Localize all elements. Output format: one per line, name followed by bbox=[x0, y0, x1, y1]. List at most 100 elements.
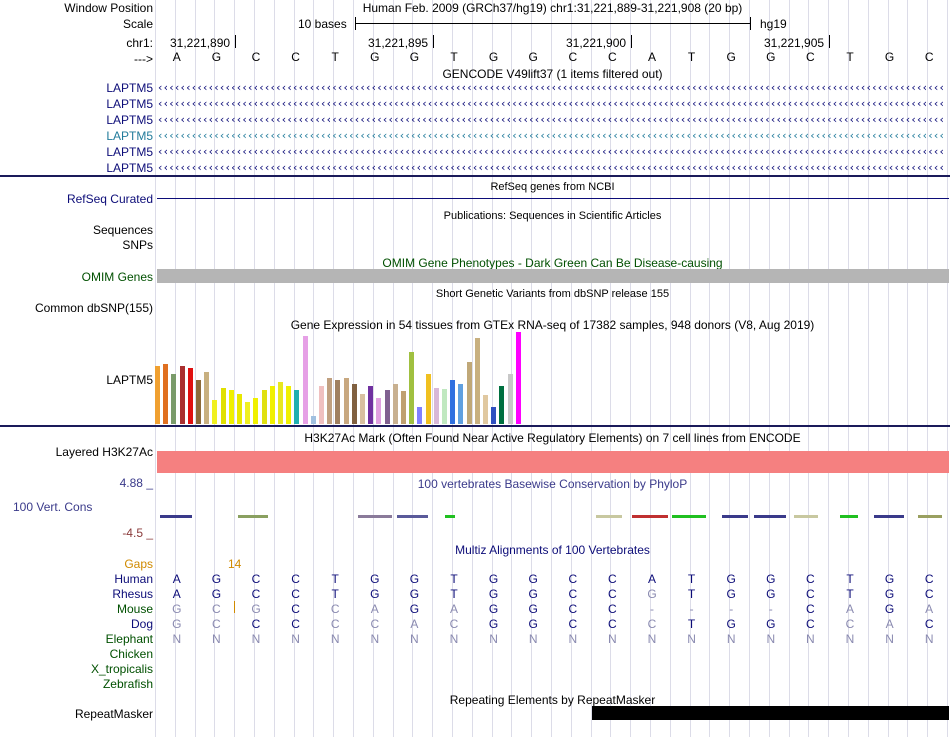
gtex-tissue-bar[interactable] bbox=[491, 407, 497, 424]
phylop-score-mark[interactable] bbox=[445, 515, 455, 518]
gtex-tissue-bar[interactable] bbox=[442, 389, 447, 424]
gtex-tissue-bar[interactable] bbox=[163, 364, 169, 424]
h3k27ac-signal[interactable] bbox=[157, 451, 949, 473]
phylop-score-mark[interactable] bbox=[160, 515, 192, 518]
gtex-tissue-bar[interactable] bbox=[392, 384, 398, 424]
gtex-tissue-bar[interactable] bbox=[310, 416, 316, 424]
species-label[interactable]: Chicken bbox=[109, 647, 153, 661]
species-label[interactable]: Dog bbox=[130, 617, 153, 631]
species-label[interactable]: Rhesus bbox=[112, 587, 153, 601]
gencode-transcript-line[interactable]: ‹‹‹‹‹‹‹‹‹‹‹‹‹‹‹‹‹‹‹‹‹‹‹‹‹‹‹‹‹‹‹‹‹‹‹‹‹‹‹‹… bbox=[157, 130, 945, 142]
gtex-tissue-bar[interactable] bbox=[450, 380, 456, 424]
gtex-gene-label[interactable]: LAPTM5 bbox=[106, 373, 153, 387]
h3k27ac-label[interactable]: Layered H3K27Ac bbox=[55, 445, 153, 459]
gencode-transcript-label[interactable]: LAPTM5 bbox=[106, 145, 153, 159]
phylop-score-mark[interactable] bbox=[632, 515, 668, 518]
phylop-score-mark[interactable] bbox=[672, 515, 706, 518]
phylop-score-mark[interactable] bbox=[754, 515, 786, 518]
gtex-tissue-bar[interactable] bbox=[302, 336, 308, 424]
gtex-tissue-bar[interactable] bbox=[237, 394, 242, 424]
refseq-label[interactable]: RefSeq Curated bbox=[66, 192, 153, 206]
aligned-base: G bbox=[488, 617, 499, 631]
species-label[interactable]: Mouse bbox=[116, 602, 153, 616]
gtex-tissue-bar[interactable] bbox=[507, 374, 513, 424]
scale-bar-right-tick bbox=[750, 17, 751, 30]
species-label[interactable]: Zebrafish bbox=[102, 677, 153, 691]
gtex-tissue-bar[interactable] bbox=[368, 386, 374, 424]
gtex-tissue-bar[interactable] bbox=[286, 386, 292, 424]
repeatmasker-label[interactable]: RepeatMasker bbox=[74, 707, 153, 721]
gencode-transcript-label[interactable]: LAPTM5 bbox=[106, 129, 153, 143]
gencode-transcript-label[interactable]: LAPTM5 bbox=[106, 161, 153, 175]
gtex-tissue-bar[interactable] bbox=[483, 395, 488, 424]
gtex-tissue-bar[interactable] bbox=[417, 407, 423, 424]
gtex-tissue-bar[interactable] bbox=[433, 388, 439, 424]
repeatmasker-element[interactable] bbox=[592, 706, 949, 720]
omim-label[interactable]: OMIM Genes bbox=[81, 270, 153, 284]
gtex-tissue-bar[interactable] bbox=[425, 374, 431, 424]
gtex-tissue-bar[interactable] bbox=[499, 386, 505, 424]
gridline bbox=[590, 0, 592, 737]
gtex-bar-chart[interactable] bbox=[155, 332, 555, 424]
gtex-tissue-bar[interactable] bbox=[351, 384, 357, 424]
aligned-base: G bbox=[409, 602, 420, 616]
gtex-tissue-bar[interactable] bbox=[261, 390, 267, 424]
gtex-tissue-bar[interactable] bbox=[278, 382, 283, 424]
gtex-tissue-bar[interactable] bbox=[155, 366, 160, 424]
gencode-transcript-label[interactable]: LAPTM5 bbox=[106, 81, 153, 95]
gtex-tissue-bar[interactable] bbox=[466, 362, 472, 424]
phylop-score-mark[interactable] bbox=[238, 515, 268, 518]
gtex-tissue-bar[interactable] bbox=[204, 372, 210, 424]
publications-sequences-label[interactable]: Sequences bbox=[92, 223, 153, 237]
gencode-transcript-label[interactable]: LAPTM5 bbox=[106, 97, 153, 111]
phylop-score-mark[interactable] bbox=[840, 515, 858, 518]
gtex-tissue-bar[interactable] bbox=[343, 378, 349, 424]
phylop-score-mark[interactable] bbox=[358, 515, 392, 518]
gtex-tissue-bar[interactable] bbox=[269, 386, 275, 424]
publications-snps-label[interactable]: SNPs bbox=[122, 238, 153, 252]
gtex-tissue-bar[interactable] bbox=[360, 394, 365, 424]
gtex-tissue-bar[interactable] bbox=[458, 384, 464, 424]
gtex-tissue-bar[interactable] bbox=[515, 332, 521, 424]
phylop-score-mark[interactable] bbox=[397, 515, 428, 518]
gtex-tissue-bar[interactable] bbox=[196, 380, 201, 424]
gencode-transcript-line[interactable]: ‹‹‹‹‹‹‹‹‹‹‹‹‹‹‹‹‹‹‹‹‹‹‹‹‹‹‹‹‹‹‹‹‹‹‹‹‹‹‹‹… bbox=[157, 98, 945, 110]
aligned-base: C bbox=[806, 587, 815, 601]
phylop-score-mark[interactable] bbox=[722, 515, 748, 518]
gtex-tissue-bar[interactable] bbox=[327, 378, 333, 424]
phylop-label[interactable]: 100 Vert. Cons bbox=[13, 500, 93, 514]
gtex-tissue-bar[interactable] bbox=[294, 390, 300, 424]
omim-gene-bar[interactable] bbox=[157, 269, 949, 283]
gtex-tissue-bar[interactable] bbox=[179, 366, 185, 424]
gtex-tissue-bar[interactable] bbox=[171, 374, 177, 424]
gtex-tissue-bar[interactable] bbox=[319, 386, 324, 424]
gtex-tissue-bar[interactable] bbox=[228, 390, 234, 424]
species-label[interactable]: Elephant bbox=[105, 632, 153, 646]
gtex-tissue-bar[interactable] bbox=[220, 388, 226, 424]
gencode-transcript-line[interactable]: ‹‹‹‹‹‹‹‹‹‹‹‹‹‹‹‹‹‹‹‹‹‹‹‹‹‹‹‹‹‹‹‹‹‹‹‹‹‹‹‹… bbox=[157, 146, 945, 158]
gtex-tissue-bar[interactable] bbox=[245, 402, 251, 424]
gtex-tissue-bar[interactable] bbox=[401, 391, 406, 424]
gencode-transcript-line[interactable]: ‹‹‹‹‹‹‹‹‹‹‹‹‹‹‹‹‹‹‹‹‹‹‹‹‹‹‹‹‹‹‹‹‹‹‹‹‹‹‹‹… bbox=[157, 162, 945, 174]
gtex-tissue-bar[interactable] bbox=[384, 390, 390, 424]
gtex-tissue-bar[interactable] bbox=[187, 368, 193, 424]
gtex-tissue-bar[interactable] bbox=[253, 398, 259, 424]
phylop-score-mark[interactable] bbox=[596, 515, 622, 518]
phylop-score-mark[interactable] bbox=[794, 515, 818, 518]
phylop-score-mark[interactable] bbox=[874, 515, 904, 518]
gtex-tissue-bar[interactable] bbox=[212, 400, 218, 424]
gencode-transcript-line[interactable]: ‹‹‹‹‹‹‹‹‹‹‹‹‹‹‹‹‹‹‹‹‹‹‹‹‹‹‹‹‹‹‹‹‹‹‹‹‹‹‹‹… bbox=[157, 114, 945, 126]
species-label[interactable]: Human bbox=[114, 572, 153, 586]
gencode-transcript-line[interactable]: ‹‹‹‹‹‹‹‹‹‹‹‹‹‹‹‹‹‹‹‹‹‹‹‹‹‹‹‹‹‹‹‹‹‹‹‹‹‹‹‹… bbox=[157, 82, 945, 94]
gtex-tissue-bar[interactable] bbox=[474, 338, 480, 424]
dbsnp-label[interactable]: Common dbSNP(155) bbox=[34, 301, 153, 315]
gtex-tissue-bar[interactable] bbox=[335, 380, 341, 424]
refseq-gene-line[interactable] bbox=[157, 198, 949, 199]
gencode-transcript-label[interactable]: LAPTM5 bbox=[106, 113, 153, 127]
species-label[interactable]: X_tropicalis bbox=[90, 662, 153, 676]
gtex-tissue-bar[interactable] bbox=[409, 352, 415, 424]
gtex-tissue-bar[interactable] bbox=[376, 398, 382, 424]
phylop-score-mark[interactable] bbox=[918, 515, 942, 518]
reference-base: G bbox=[370, 50, 380, 64]
